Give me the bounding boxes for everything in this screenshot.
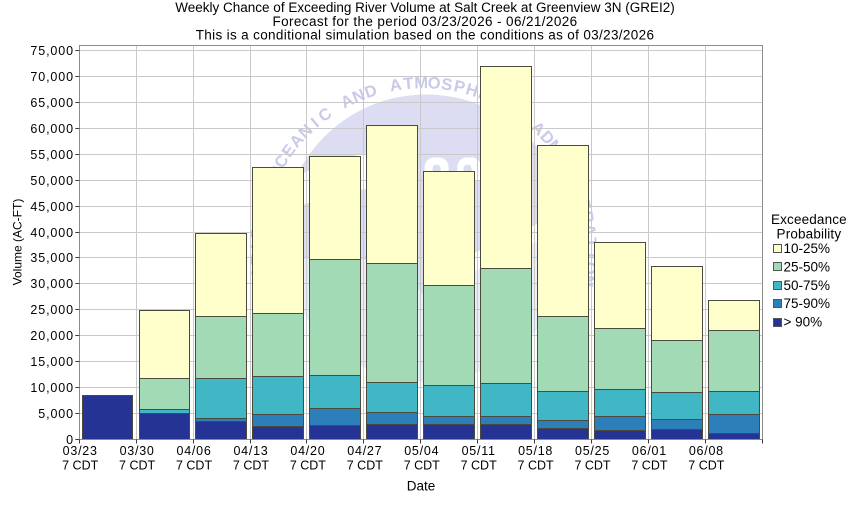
svg-text:This is a conditional simulati: This is a conditional simulation based o… — [196, 28, 655, 43]
svg-text:10,000: 10,000 — [30, 381, 74, 395]
svg-text:50-75%: 50-75% — [784, 278, 831, 293]
svg-text:T: T — [403, 75, 415, 94]
svg-text:7 CDT: 7 CDT — [461, 458, 497, 472]
svg-text:Probability: Probability — [777, 226, 842, 241]
svg-text:7 CDT: 7 CDT — [518, 458, 554, 472]
svg-text:7 CDT: 7 CDT — [290, 458, 326, 472]
svg-text:I: I — [581, 253, 599, 258]
svg-text:25-50%: 25-50% — [784, 259, 831, 274]
svg-text:03/23: 03/23 — [63, 444, 98, 458]
svg-text:7 CDT: 7 CDT — [404, 458, 440, 472]
svg-text:A: A — [388, 76, 403, 96]
svg-text:25,000: 25,000 — [30, 303, 74, 317]
svg-text:65,000: 65,000 — [30, 96, 74, 110]
svg-text:T: T — [581, 237, 599, 248]
svg-text:55,000: 55,000 — [30, 148, 74, 162]
svg-text:7 CDT: 7 CDT — [574, 458, 610, 472]
svg-text:7 CDT: 7 CDT — [176, 458, 212, 472]
svg-text:04/20: 04/20 — [290, 444, 325, 458]
svg-text:7 CDT: 7 CDT — [688, 458, 724, 472]
svg-text:7 CDT: 7 CDT — [62, 458, 98, 472]
svg-text:7 CDT: 7 CDT — [347, 458, 383, 472]
svg-text:S: S — [440, 75, 453, 94]
svg-text:05/18: 05/18 — [518, 444, 553, 458]
svg-text:M: M — [414, 74, 428, 92]
svg-text:35,000: 35,000 — [30, 251, 74, 265]
svg-text:75-90%: 75-90% — [784, 296, 831, 311]
svg-text:Volume (AC-FT): Volume (AC-FT) — [11, 199, 25, 286]
svg-text:5,000: 5,000 — [38, 407, 74, 421]
svg-text:05/25: 05/25 — [575, 444, 610, 458]
svg-text:04/27: 04/27 — [347, 444, 382, 458]
svg-text:> 90%: > 90% — [784, 315, 823, 330]
svg-text:O: O — [427, 74, 441, 93]
svg-text:06/08: 06/08 — [689, 444, 724, 458]
svg-text:40,000: 40,000 — [30, 226, 74, 240]
svg-text:50,000: 50,000 — [30, 174, 74, 188]
svg-text:7 CDT: 7 CDT — [119, 458, 155, 472]
svg-text:D: D — [362, 81, 379, 102]
svg-text:P: P — [452, 77, 467, 97]
svg-text:15,000: 15,000 — [30, 355, 74, 369]
svg-text:10-25%: 10-25% — [784, 241, 831, 256]
svg-text:06/01: 06/01 — [632, 444, 667, 458]
svg-text:7 CDT: 7 CDT — [631, 458, 667, 472]
svg-text:Weekly Chance of Exceeding Riv: Weekly Chance of Exceeding River Volume … — [175, 0, 674, 15]
svg-text:Forecast for the period 03/23/: Forecast for the period 03/23/2026 - 06/… — [272, 14, 577, 29]
svg-text:04/06: 04/06 — [177, 444, 212, 458]
svg-text:05/04: 05/04 — [404, 444, 439, 458]
svg-text:30,000: 30,000 — [30, 277, 74, 291]
svg-text:60,000: 60,000 — [30, 122, 74, 136]
svg-text:H: H — [464, 80, 481, 101]
svg-text:0: 0 — [66, 433, 74, 447]
svg-text:20,000: 20,000 — [30, 329, 74, 343]
svg-text:03/30: 03/30 — [120, 444, 155, 458]
svg-text:45,000: 45,000 — [30, 200, 74, 214]
svg-text:7 CDT: 7 CDT — [233, 458, 269, 472]
svg-text:70,000: 70,000 — [30, 70, 74, 84]
svg-text:05/11: 05/11 — [462, 444, 496, 458]
svg-text:Exceedance: Exceedance — [771, 212, 847, 227]
svg-text:04/13: 04/13 — [233, 444, 268, 458]
svg-text:Date: Date — [407, 478, 436, 493]
svg-text:75,000: 75,000 — [30, 44, 74, 58]
